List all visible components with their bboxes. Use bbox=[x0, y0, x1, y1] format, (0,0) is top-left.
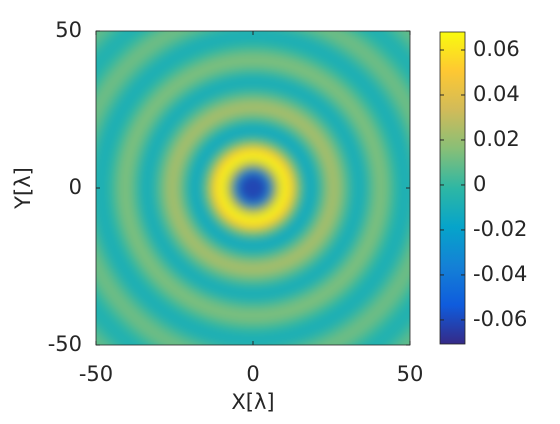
colorbar-tick-label: 0.02 bbox=[473, 127, 520, 151]
y-tick-label: 0 bbox=[69, 175, 82, 199]
colorbar-tick-label: 0.04 bbox=[473, 82, 520, 106]
y-tick-label: 50 bbox=[55, 18, 82, 42]
x-tick-label: 50 bbox=[397, 362, 424, 386]
colorbar-tick-label: -0.06 bbox=[473, 307, 527, 331]
colorbar-tick-label: -0.04 bbox=[473, 262, 527, 286]
x-tick-label: -50 bbox=[79, 362, 113, 386]
ring bbox=[249, 184, 257, 192]
colorbar-tick-label: 0 bbox=[473, 172, 486, 196]
plot-area bbox=[96, 31, 410, 345]
x-tick-label: 0 bbox=[246, 362, 259, 386]
colorbar-tick-label: 0.06 bbox=[473, 37, 520, 61]
colorbar-tick-label: -0.02 bbox=[473, 217, 527, 241]
y-tick-label: -50 bbox=[48, 332, 82, 356]
y-axis-label: Y[λ] bbox=[11, 167, 35, 210]
colorbar bbox=[439, 31, 466, 345]
x-axis-label: X[λ] bbox=[231, 390, 274, 414]
